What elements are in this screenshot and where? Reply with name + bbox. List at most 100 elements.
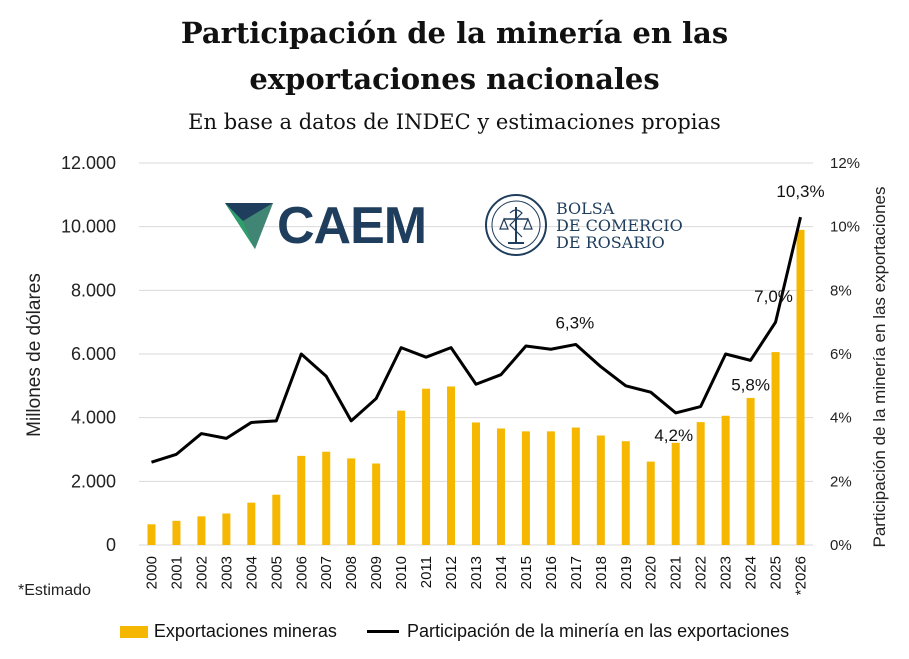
x-tick-label: 2005 (268, 556, 285, 589)
bar (621, 441, 630, 545)
x-tick-label: 2006 (293, 556, 310, 589)
y-axis-ticks: 0 2.000 4.000 6.000 8.000 10.000 12.000 (61, 153, 116, 555)
x-tick-label: 2008 (343, 556, 360, 589)
bar (447, 386, 456, 545)
y2-tick-label: 4% (830, 410, 852, 427)
bar (696, 422, 705, 545)
legend-item-bars: Exportaciones mineras (119, 621, 337, 642)
bar (671, 442, 680, 545)
x-tick-label: 2024 (743, 556, 760, 589)
x-tick-label: 2017 (568, 556, 585, 589)
data-label: 10,3% (776, 182, 824, 201)
x-tick-label: 2021 (668, 556, 685, 589)
bar (272, 494, 281, 545)
x-tick-label: 2001 (168, 556, 185, 589)
x-tick-label: 2018 (593, 556, 610, 589)
bar-series (147, 229, 805, 545)
x-tick-label: 2020 (643, 556, 660, 589)
y2-axis-ticks: 0% 2% 4% 6% 8% 10% 12% (830, 155, 860, 554)
bar (147, 524, 156, 545)
caem-mark-icon (225, 203, 273, 249)
y2-axis-label: Participación de la minería en las expor… (870, 187, 889, 548)
x-tick-label: 2002 (193, 556, 210, 589)
bar (347, 458, 356, 545)
legend-label-line: Participación de la minería en las expor… (406, 621, 790, 641)
x-tick-label: 2014 (493, 556, 510, 589)
x-tick-label: 2016 (543, 556, 560, 589)
bar (596, 435, 605, 545)
y-tick-label: 6.000 (71, 344, 116, 364)
x-tick-label: 2010 (393, 556, 410, 589)
y-tick-label: 4.000 (71, 408, 116, 428)
bar (172, 520, 181, 545)
x-tick-label: 2023 (718, 556, 735, 589)
bar (746, 397, 755, 545)
y2-tick-label: 6% (830, 346, 852, 363)
bar (646, 461, 655, 545)
bar (796, 229, 805, 545)
x-tick-label: 2025 (768, 556, 785, 589)
legend-item-line: Participación de la minería en las expor… (337, 621, 789, 642)
legend-swatch-bars (119, 625, 148, 638)
bar (472, 422, 480, 545)
data-label: 7,0% (754, 287, 793, 306)
x-tick-label: 2022 (693, 556, 710, 589)
bcr-seal-icon (485, 194, 547, 256)
bcr-logo-text: BOLSA DE COMERCIO DE ROSARIO (556, 198, 683, 252)
x-tick-label: 2019 (618, 556, 635, 589)
x-tick-label: 2004 (243, 556, 260, 589)
bar (496, 428, 505, 545)
y-tick-label: 10.000 (61, 217, 116, 237)
x-axis-ticks: 2000 2001 2002 2003 2004 2005 2006 2007 2008 2009… (143, 556, 809, 595)
chart-legend: Exportaciones mineras Participación de l… (0, 621, 909, 642)
y-tick-label: 12.000 (61, 153, 116, 173)
x-tick-label: 2007 (318, 556, 335, 589)
x-tick-label: 2009 (368, 556, 385, 589)
y-tick-label: 8.000 (71, 280, 116, 300)
bar (422, 388, 431, 545)
data-label: 6,3% (555, 313, 594, 332)
y2-tick-label: 0% (830, 537, 852, 554)
x-tick-label: 2013 (468, 556, 485, 589)
bar (721, 415, 730, 545)
data-labels: 6,3% 4,2% 5,8% 7,0% 10,3% (555, 182, 824, 445)
y-tick-label: 0 (106, 535, 116, 555)
chart-subtitle: En base a datos de INDEC y estimaciones … (188, 110, 721, 134)
bcr-logo: BOLSA DE COMERCIO DE ROSARIO (484, 193, 683, 257)
x-tick-label: 2003 (218, 556, 235, 589)
y2-tick-label: 12% (830, 155, 860, 172)
bar (372, 463, 381, 545)
x-tick-label: 2015 (518, 556, 535, 589)
bar (322, 451, 331, 545)
legend-swatch-line (366, 630, 399, 633)
x-tick-label: 2012 (443, 556, 460, 589)
y-tick-label: 2.000 (71, 471, 116, 491)
x-tick-label: *2026 (793, 556, 810, 595)
line-series (151, 216, 802, 464)
legend-label-bars: Exportaciones mineras (153, 621, 337, 641)
data-label: 5,8% (731, 375, 770, 394)
share-line (151, 216, 802, 464)
y2-tick-label: 2% (830, 473, 852, 490)
bar (247, 502, 256, 545)
x-tick-label: 2011 (418, 556, 435, 588)
x-tick-label: 2000 (143, 556, 160, 589)
chart-title-line1: Participación de la minería en las (180, 16, 729, 50)
bar (397, 410, 406, 545)
bar (222, 513, 231, 545)
bar (197, 516, 206, 545)
caem-logo-text: CAEM (277, 197, 427, 255)
bar (546, 431, 555, 545)
bar (521, 431, 530, 545)
y-axis-label: Millones de dólares (24, 273, 45, 437)
bar (297, 455, 306, 545)
y2-tick-label: 10% (830, 219, 860, 236)
data-label: 4,2% (654, 426, 693, 445)
bar (771, 352, 780, 545)
estimate-footnote: *Estimado (18, 582, 91, 599)
caem-logo: CAEM (225, 197, 427, 255)
chart-title-line2: exportaciones nacionales (249, 62, 660, 96)
bar (571, 427, 580, 545)
y2-tick-label: 8% (830, 282, 852, 299)
